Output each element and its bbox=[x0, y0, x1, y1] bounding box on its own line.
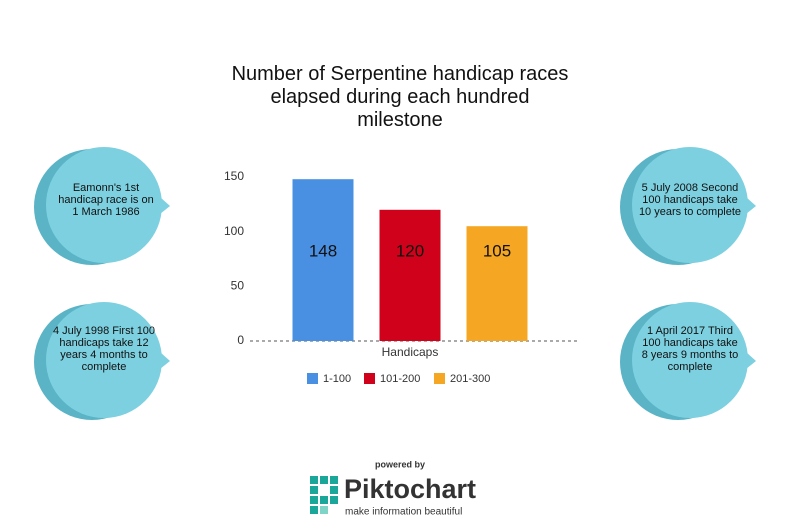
tagline: make information beautiful bbox=[345, 507, 462, 518]
y-tick-label: 150 bbox=[224, 169, 244, 183]
brand: Piktochart bbox=[344, 474, 476, 504]
legend-label: 1-100 bbox=[323, 373, 351, 385]
legend-label: 101-200 bbox=[380, 373, 420, 385]
y-tick-label: 0 bbox=[237, 333, 244, 347]
chart-title: Number of Serpentine handicap races elap… bbox=[231, 63, 569, 131]
legend-swatch bbox=[434, 373, 445, 384]
callout: 4 July 1998 First 100 handicaps take 12 … bbox=[52, 325, 156, 373]
powered-by: powered by bbox=[375, 459, 425, 469]
data-label: 105 bbox=[483, 241, 511, 260]
y-tick-label: 50 bbox=[231, 279, 245, 293]
callout: Eamonn's 1st handicap race is on 1 March… bbox=[58, 182, 154, 218]
legend-swatch bbox=[307, 373, 318, 384]
callout: 1 April 2017 Third 100 handicaps take 8 … bbox=[641, 325, 739, 373]
bar bbox=[466, 226, 528, 341]
x-axis-label: Handicaps bbox=[382, 345, 439, 359]
legend-label: 201-300 bbox=[450, 373, 490, 385]
data-label: 148 bbox=[309, 241, 337, 260]
callout: 5 July 2008 Second 100 handicaps take 10… bbox=[638, 182, 742, 218]
bar bbox=[292, 179, 354, 341]
bar bbox=[379, 209, 441, 341]
logo-icon bbox=[310, 476, 338, 514]
bubbles bbox=[34, 147, 756, 420]
legend-swatch bbox=[364, 373, 375, 384]
data-label: 120 bbox=[396, 241, 424, 260]
y-tick-label: 100 bbox=[224, 224, 244, 238]
